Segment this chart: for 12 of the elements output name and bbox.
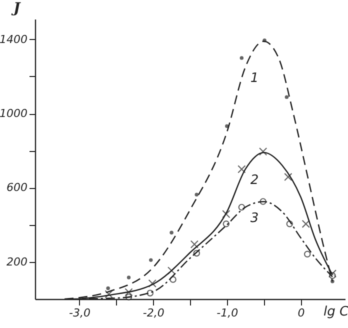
- x-tick-label: -1,0: [216, 306, 238, 320]
- y-tick-label: 600: [6, 181, 28, 194]
- series-label: 2: [250, 173, 259, 188]
- series-label: 1: [250, 71, 259, 86]
- x-tick-label: -2,0: [142, 306, 164, 320]
- x-tick-label: 0: [298, 306, 305, 320]
- x-tick-label: -3,0: [69, 306, 91, 320]
- series-label: 3: [250, 211, 259, 226]
- y-tick-label: 1000: [0, 107, 28, 120]
- y-tick-label: 1400: [0, 32, 28, 46]
- y-tick-label: 200: [6, 255, 28, 268]
- y-axis-title: J: [10, 0, 22, 16]
